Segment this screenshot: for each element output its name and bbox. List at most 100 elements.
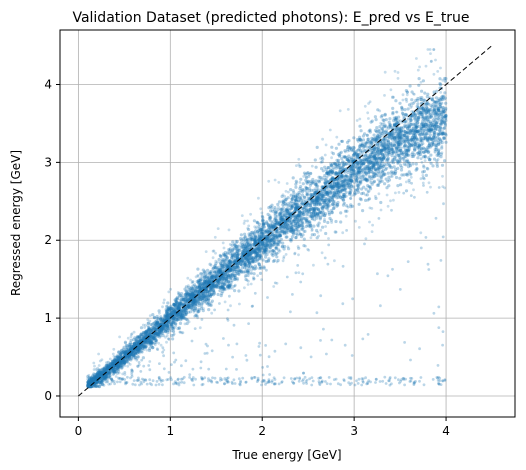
- data-point: [326, 203, 330, 207]
- data-point: [295, 208, 299, 212]
- data-point: [166, 307, 170, 311]
- data-point: [101, 376, 105, 380]
- data-point: [311, 211, 315, 215]
- data-point: [335, 177, 339, 181]
- data-point: [294, 235, 298, 240]
- data-point: [304, 189, 308, 193]
- data-point: [208, 281, 212, 285]
- data-point: [156, 321, 160, 325]
- data-point: [417, 144, 421, 148]
- data-point: [249, 231, 253, 235]
- data-point: [136, 341, 140, 345]
- data-point: [106, 365, 110, 369]
- data-point: [301, 211, 305, 215]
- data-point: [339, 174, 343, 178]
- data-point: [203, 275, 207, 279]
- data-point: [131, 349, 135, 354]
- data-point: [399, 163, 403, 167]
- data-point: [420, 107, 424, 111]
- data-point: [399, 136, 403, 140]
- data-point: [148, 342, 152, 346]
- data-point: [165, 314, 169, 318]
- data-point: [364, 158, 369, 162]
- data-point: [116, 355, 120, 360]
- data-point: [196, 279, 200, 283]
- data-point: [353, 174, 357, 178]
- data-point: [258, 227, 262, 231]
- data-point: [340, 188, 344, 192]
- data-point: [375, 138, 379, 142]
- data-point: [284, 235, 288, 239]
- data-point: [132, 354, 136, 358]
- data-point: [111, 369, 115, 373]
- data-point: [169, 312, 173, 316]
- data-point: [349, 179, 353, 183]
- data-point: [136, 342, 140, 346]
- data-point: [148, 334, 152, 338]
- data-point: [411, 128, 415, 133]
- data-point: [277, 200, 282, 204]
- data-point: [215, 280, 220, 284]
- data-point: [302, 171, 307, 175]
- data-point: [429, 161, 433, 165]
- data-point: [271, 249, 275, 253]
- data-point: [216, 279, 220, 283]
- data-point: [289, 221, 293, 225]
- data-point: [340, 161, 344, 165]
- data-point: [440, 163, 445, 167]
- data-point: [314, 197, 318, 201]
- data-point: [181, 314, 186, 318]
- data-point: [418, 112, 422, 116]
- data-point: [426, 92, 430, 96]
- data-point: [191, 294, 195, 298]
- data-point: [439, 127, 443, 131]
- data-point: [384, 125, 389, 129]
- data-point: [290, 235, 294, 239]
- data-point: [403, 123, 407, 127]
- data-point: [117, 350, 121, 355]
- data-point: [402, 152, 406, 157]
- data-point: [276, 207, 280, 212]
- data-point: [337, 142, 341, 146]
- data-point: [128, 355, 132, 359]
- data-point: [147, 338, 151, 342]
- data-point: [275, 255, 279, 259]
- data-point: [173, 322, 177, 326]
- data-point: [103, 375, 107, 380]
- data-point: [444, 113, 448, 118]
- data-point: [283, 231, 287, 235]
- data-point: [369, 162, 373, 166]
- data-point: [434, 111, 438, 115]
- data-point: [377, 151, 381, 155]
- data-point: [132, 345, 136, 349]
- data-point: [302, 244, 306, 248]
- data-point: [362, 145, 366, 149]
- data-point: [297, 220, 301, 224]
- data-point: [210, 292, 214, 296]
- data-point: [334, 171, 338, 175]
- data-point: [246, 245, 250, 249]
- data-point: [293, 219, 297, 223]
- data-point: [209, 303, 213, 307]
- data-point: [372, 133, 376, 137]
- data-point: [217, 269, 221, 274]
- data-point: [367, 197, 372, 201]
- data-point: [255, 230, 259, 234]
- data-point: [310, 200, 314, 204]
- data-point: [317, 208, 321, 212]
- data-point: [363, 144, 367, 148]
- data-point: [243, 256, 247, 260]
- data-point: [432, 105, 436, 109]
- data-point: [395, 129, 399, 134]
- data-point: [300, 212, 304, 216]
- data-point: [318, 217, 322, 221]
- data-point: [265, 245, 269, 249]
- data-point: [233, 259, 237, 263]
- data-point: [360, 192, 364, 196]
- data-point: [383, 112, 387, 116]
- data-point: [423, 155, 427, 159]
- data-point: [201, 299, 205, 303]
- data-point: [257, 235, 261, 239]
- data-point: [388, 123, 392, 127]
- data-point: [171, 311, 175, 315]
